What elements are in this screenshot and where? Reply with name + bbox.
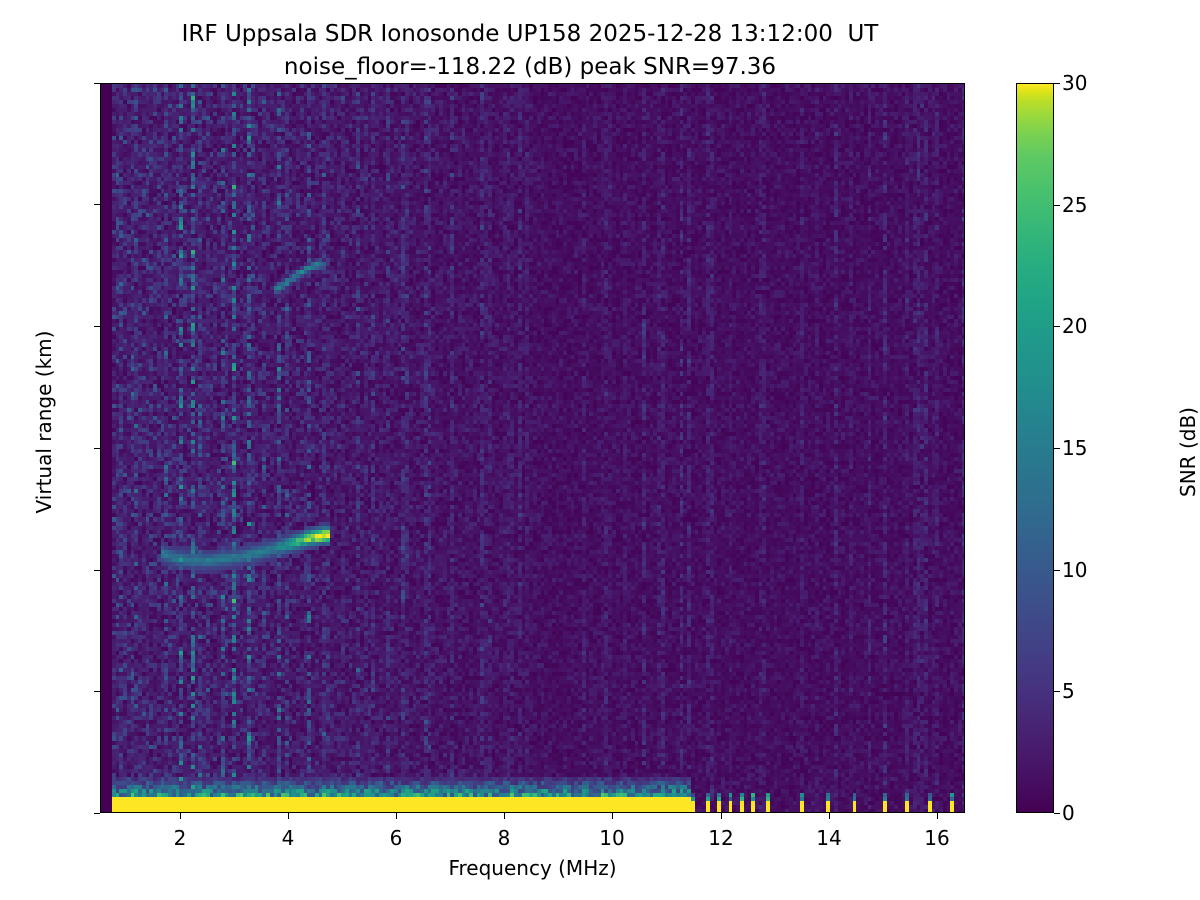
x-ticklabel-8: 8 — [497, 826, 511, 850]
c-ticklabel-25: 25 — [1062, 193, 1088, 217]
y-tickmark-100 — [94, 691, 100, 693]
x-tickmark-10 — [612, 813, 614, 819]
x-tickmark-14 — [829, 813, 831, 819]
ionogram-panel[interactable] — [100, 83, 965, 813]
c-ticklabel-5: 5 — [1062, 679, 1075, 703]
c-ticklabel-10: 10 — [1062, 558, 1088, 582]
figure-title: IRF Uppsala SDR Ionosonde UP158 2025-12-… — [0, 18, 1060, 84]
x-ticklabel-12: 12 — [708, 826, 734, 850]
c-tickmark-0 — [1054, 813, 1060, 815]
x-ticklabel-14: 14 — [816, 826, 842, 850]
colorbar-label: SNR (dB) — [1176, 407, 1200, 497]
title-line-2: noise_floor=-118.22 (dB) peak SNR=97.36 — [283, 54, 777, 80]
colorbar[interactable] — [1016, 83, 1054, 813]
y-tickmark-500 — [94, 204, 100, 206]
c-tickmark-25 — [1054, 205, 1060, 207]
c-ticklabel-0: 0 — [1062, 801, 1075, 825]
x-ticklabel-6: 6 — [389, 826, 403, 850]
x-ticklabel-16: 16 — [924, 826, 950, 850]
c-ticklabel-30: 30 — [1062, 71, 1088, 95]
x-tickmark-16 — [937, 813, 939, 819]
x-tickmark-12 — [721, 813, 723, 819]
y-axis-label: Virtual range (km) — [32, 330, 56, 514]
c-tickmark-5 — [1054, 691, 1060, 693]
c-tickmark-10 — [1054, 570, 1060, 572]
x-tickmark-4 — [288, 813, 290, 819]
c-tickmark-15 — [1054, 448, 1060, 450]
x-axis-label: Frequency (MHz) — [448, 856, 617, 880]
x-ticklabel-2: 2 — [173, 826, 187, 850]
c-tickmark-30 — [1054, 83, 1060, 85]
c-ticklabel-15: 15 — [1062, 436, 1088, 460]
c-tickmark-20 — [1054, 326, 1060, 328]
x-ticklabel-4: 4 — [281, 826, 295, 850]
title-line-1: IRF Uppsala SDR Ionosonde UP158 2025-12-… — [181, 21, 879, 47]
c-ticklabel-20: 20 — [1062, 314, 1088, 338]
x-ticklabel-10: 10 — [599, 826, 625, 850]
x-tickmark-8 — [504, 813, 506, 819]
y-tickmark-600 — [94, 83, 100, 85]
x-tickmark-2 — [180, 813, 182, 819]
y-tickmark-0 — [94, 813, 100, 815]
x-tickmark-6 — [396, 813, 398, 819]
y-tickmark-300 — [94, 448, 100, 450]
y-tickmark-200 — [94, 570, 100, 572]
ionogram-heatmap — [101, 84, 964, 812]
y-tickmark-400 — [94, 326, 100, 328]
